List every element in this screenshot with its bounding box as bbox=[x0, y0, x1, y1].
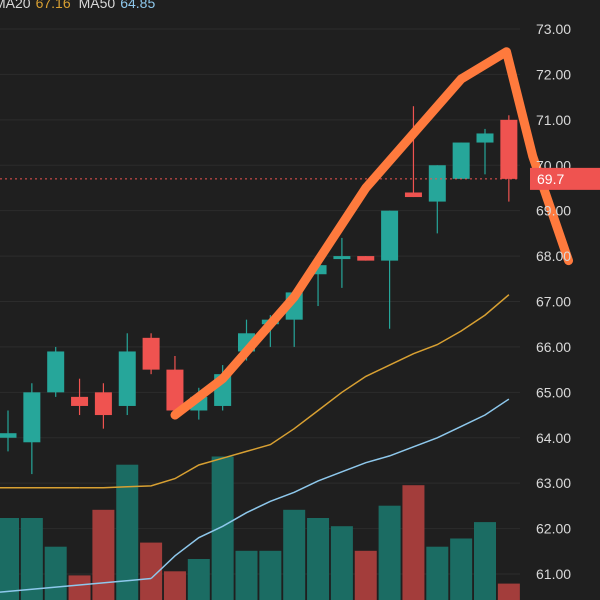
volume-bar bbox=[116, 464, 139, 600]
candle-body bbox=[94, 392, 112, 416]
volume-bar bbox=[235, 550, 258, 600]
ma20-value: 67.16 bbox=[36, 0, 71, 11]
candle-body bbox=[357, 256, 375, 261]
candle-body bbox=[404, 192, 422, 198]
volume-bar bbox=[354, 550, 377, 600]
volume-bar bbox=[187, 559, 210, 600]
annotation-stroke bbox=[170, 47, 573, 420]
volume-bar bbox=[163, 571, 186, 600]
candle-body bbox=[23, 392, 41, 443]
candle-body bbox=[166, 369, 184, 411]
y-tick-label: 61.00 bbox=[536, 566, 571, 582]
ma20-label: MA20 bbox=[0, 0, 31, 11]
y-tick-label: 64.00 bbox=[536, 430, 571, 446]
current-price-tag: 69.7 bbox=[530, 167, 600, 190]
volume-bar bbox=[330, 526, 353, 600]
hand-drawn-trend-annotation bbox=[170, 47, 573, 420]
volume-bar bbox=[44, 546, 67, 600]
volume-bar bbox=[20, 518, 43, 600]
y-tick-label: 71.00 bbox=[536, 112, 571, 128]
volume-bar bbox=[426, 546, 449, 600]
candle-body bbox=[500, 119, 518, 179]
legend: MA20 67.16 MA50 64.85 bbox=[0, 0, 155, 11]
candle-body bbox=[309, 265, 327, 275]
y-tick-label: 72.00 bbox=[536, 66, 571, 82]
candle-body bbox=[47, 351, 65, 393]
ma50-line bbox=[150, 398, 510, 580]
current-price-label: 69.7 bbox=[537, 171, 564, 187]
volume-bar bbox=[497, 583, 520, 600]
candle-body bbox=[71, 396, 89, 406]
y-tick-label: 67.00 bbox=[536, 294, 571, 310]
volume-bar bbox=[307, 518, 330, 600]
candle-body bbox=[428, 165, 446, 202]
y-tick-label: 68.00 bbox=[536, 248, 571, 264]
candle-body bbox=[476, 133, 494, 143]
y-tick-label: 66.00 bbox=[536, 339, 571, 355]
volume-bar bbox=[402, 485, 425, 600]
ma50-value: 64.85 bbox=[120, 0, 155, 11]
volume-bar bbox=[283, 509, 306, 600]
volume-bars bbox=[0, 456, 520, 600]
candle-body bbox=[452, 142, 470, 179]
ma20-line bbox=[79, 294, 510, 489]
candle-body bbox=[381, 210, 399, 261]
y-tick-label: 73.00 bbox=[536, 21, 571, 37]
volume-bar bbox=[140, 542, 163, 600]
moving-averages bbox=[0, 294, 510, 593]
volume-bar bbox=[92, 509, 115, 600]
ma50-line-lead bbox=[0, 577, 152, 593]
volume-bar bbox=[450, 538, 473, 600]
y-tick-label: 62.00 bbox=[536, 521, 571, 537]
volume-bar bbox=[474, 522, 496, 600]
volume-bar bbox=[0, 518, 19, 600]
candle-body bbox=[142, 337, 160, 370]
volume-bar bbox=[259, 550, 282, 600]
candle-body bbox=[0, 433, 17, 438]
candle-body bbox=[333, 256, 351, 260]
candle-body bbox=[118, 351, 136, 406]
volume-bar bbox=[211, 456, 234, 600]
ma50-label: MA50 bbox=[79, 0, 116, 11]
y-tick-label: 69.00 bbox=[536, 203, 571, 219]
volume-bar bbox=[68, 575, 91, 600]
y-tick-label: 63.00 bbox=[536, 475, 571, 491]
volume-bar bbox=[378, 505, 401, 600]
y-tick-label: 65.00 bbox=[536, 384, 571, 400]
